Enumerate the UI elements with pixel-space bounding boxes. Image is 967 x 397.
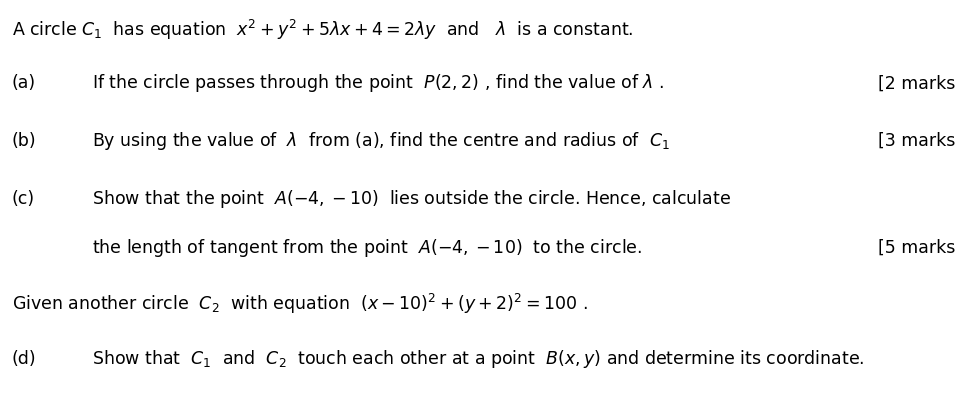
Text: [3 marks: [3 marks (878, 132, 955, 150)
Text: Show that the point  $A(-4,-10)$  lies outside the circle. Hence, calculate: Show that the point $A(-4,-10)$ lies out… (92, 187, 731, 210)
Text: [2 marks: [2 marks (878, 74, 955, 93)
Text: A circle $C_1$  has equation  $x^2+y^2+5\lambda x+4=2\lambda y$  and   $\lambda$: A circle $C_1$ has equation $x^2+y^2+5\l… (12, 18, 633, 42)
Text: By using the value of  $\lambda$  from (a), find the centre and radius of  $C_1$: By using the value of $\lambda$ from (a)… (92, 130, 670, 152)
Text: (c): (c) (12, 189, 35, 208)
Text: (b): (b) (12, 132, 36, 150)
Text: [5 marks: [5 marks (878, 239, 955, 257)
Text: Given another circle  $C_2$  with equation  $\left(x-10\right)^2+\left(y+2\right: Given another circle $C_2$ with equation… (12, 292, 587, 316)
Text: the length of tangent from the point  $A(-4,-10)$  to the circle.: the length of tangent from the point $A(… (92, 237, 642, 259)
Text: (d): (d) (12, 350, 36, 368)
Text: (a): (a) (12, 74, 36, 93)
Text: Show that  $C_1$  and  $C_2$  touch each other at a point  $B\left(x,y\right)$ a: Show that $C_1$ and $C_2$ touch each oth… (92, 348, 864, 370)
Text: If the circle passes through the point  $P(2,2)$ , find the value of $\lambda$ .: If the circle passes through the point $… (92, 72, 664, 94)
